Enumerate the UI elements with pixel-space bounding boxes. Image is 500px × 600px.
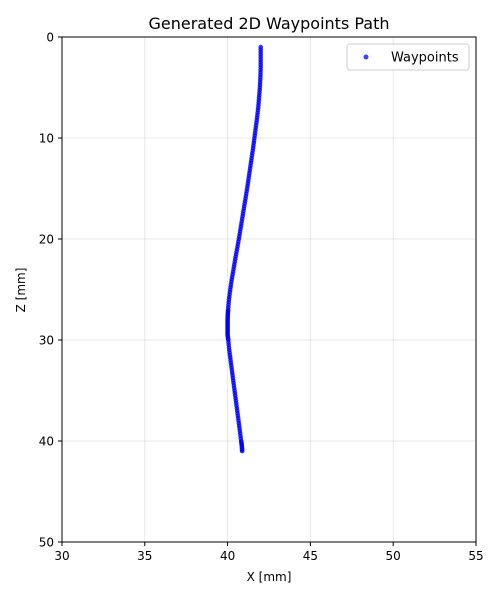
plot-area-frame	[61, 36, 477, 543]
x-tick-label: 35	[137, 549, 152, 563]
y-tick-label: 10	[39, 132, 54, 146]
x-tick-label: 55	[468, 549, 483, 563]
x-tick-label: 30	[54, 549, 69, 563]
y-tick-label: 40	[39, 435, 54, 449]
x-tick-label: 45	[303, 549, 318, 563]
x-tick-label: 40	[220, 549, 235, 563]
y-tick-label: 30	[39, 334, 54, 348]
x-tick-label: 50	[386, 549, 401, 563]
x-axis-label: X [mm]	[247, 570, 292, 584]
legend-marker	[363, 54, 369, 60]
waypoints-series	[225, 44, 264, 454]
chart-title: Generated 2D Waypoints Path	[149, 14, 390, 33]
legend-label: Waypoints	[391, 51, 459, 66]
y-axis-label: Z [mm]	[14, 268, 28, 313]
waypoint-point	[239, 448, 245, 454]
axis-ticks: 30 35 40 45 50 55 0 10 20 30 40 50	[39, 31, 484, 564]
y-tick-label: 50	[39, 536, 54, 550]
grid	[61, 36, 477, 543]
legend-box	[346, 43, 470, 71]
y-tick-label: 0	[46, 31, 54, 45]
legend: Waypoints	[346, 43, 470, 71]
y-tick-label: 20	[39, 233, 54, 247]
